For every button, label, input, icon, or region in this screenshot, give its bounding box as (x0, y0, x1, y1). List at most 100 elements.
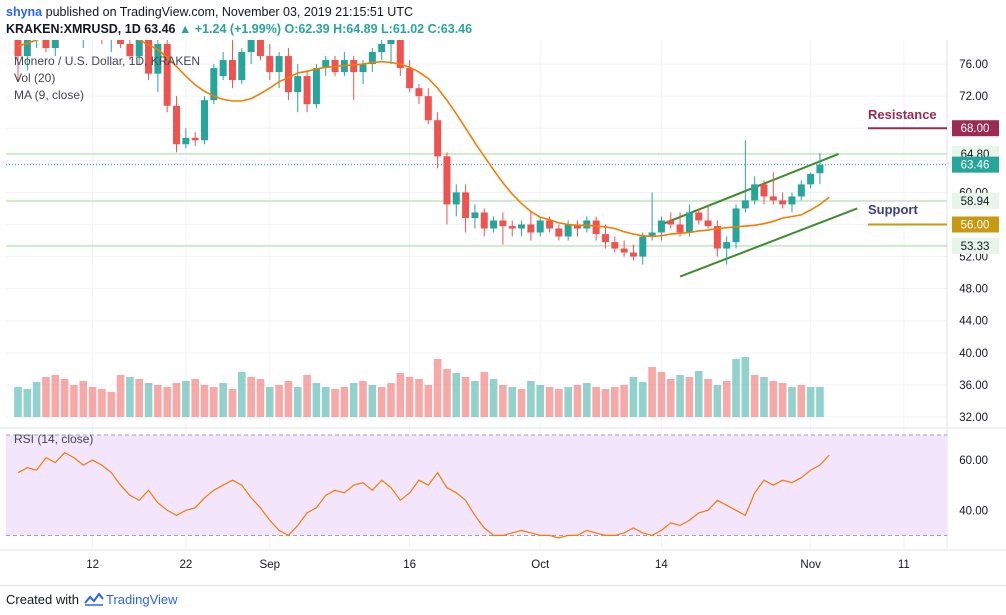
volume-bar (555, 389, 563, 417)
volume-bar (284, 381, 293, 417)
symbol-label: KRAKEN:XMRUSD, 1D 63.46 (6, 22, 176, 36)
candle-body (173, 105, 181, 145)
price-tag (952, 192, 999, 209)
candle-body (368, 52, 376, 65)
volume-bar (461, 377, 470, 417)
volume-bar (629, 377, 638, 417)
symbol-line: KRAKEN:XMRUSD, 1D 63.46 ▲ +1.24 (+1.99%)… (6, 22, 472, 36)
volume-bar (638, 382, 647, 417)
candle-body (676, 224, 684, 233)
volume-bar (154, 385, 162, 417)
candle-body (201, 100, 208, 141)
candle-body (648, 232, 656, 237)
candle-body (14, 40, 22, 57)
candle-body (247, 40, 255, 53)
published-text: published on TradingView.com, November 0… (45, 5, 413, 19)
candle-body (564, 224, 572, 237)
candle-body (788, 196, 796, 205)
price-tick-label: 32.00 (959, 412, 988, 424)
candle-body (42, 40, 50, 49)
candle-body (816, 164, 824, 174)
volume-bar (611, 387, 619, 417)
time-axis: 12 22 Sep 16 Oct 14 Nov 11 (86, 559, 910, 571)
volume-bar (480, 372, 489, 417)
price-tag-label: 58.94 (961, 196, 990, 208)
tradingview-brand[interactable]: TradingView (106, 592, 178, 607)
rsi-band (6, 435, 947, 536)
time-tick-label: Sep (260, 559, 280, 571)
volume-bar (732, 359, 740, 417)
volume-bar (592, 387, 600, 417)
volume-bar (88, 387, 97, 417)
volume-bar (144, 383, 153, 417)
legend-title: Monero / U.S. Dollar, 1D, KRAKEN (14, 54, 200, 68)
volume-bar (722, 381, 731, 417)
volume-bar (163, 387, 171, 417)
candle-body (583, 220, 591, 229)
volume-bar (806, 387, 815, 417)
author-name[interactable]: shyna (6, 5, 43, 19)
candle-body (732, 208, 740, 243)
volume-bar (704, 379, 712, 417)
candle-body (807, 173, 815, 185)
volume-bar (778, 383, 787, 417)
publish-line: shyna published on TradingView.com, Nove… (6, 5, 413, 19)
price-chart[interactable]: 32.00 36.00 40.00 44.00 48.00 52.00 56.00 60.00… (0, 40, 1006, 585)
volume-bar (517, 389, 526, 417)
candle-body (312, 68, 320, 105)
volume-bar (238, 372, 246, 417)
candle-body (434, 120, 442, 157)
volume-bar (433, 359, 442, 417)
volume-bar (573, 385, 582, 417)
candle-body (508, 226, 516, 229)
volume-bar (713, 385, 722, 417)
candle-body (23, 40, 31, 57)
volume-bar (256, 379, 265, 417)
candle-body (415, 88, 423, 97)
candle-body (452, 192, 460, 205)
candle-body (592, 220, 600, 235)
volume-bar (769, 381, 778, 417)
candle-body (611, 242, 619, 249)
candle-body (210, 68, 218, 101)
candle-body (620, 248, 628, 253)
volume-bar (443, 369, 451, 417)
candle-body (574, 224, 581, 229)
volume-bar (70, 385, 78, 417)
candle-body (695, 212, 703, 221)
ohlc-values: O:62.39 H:64.89 L:61.02 C:63.46 (284, 22, 473, 36)
price-tag-label: 63.46 (961, 160, 990, 172)
candle-body (555, 228, 563, 237)
volume-bar (228, 389, 237, 417)
volume-bar (648, 367, 656, 417)
volume-bar (387, 383, 395, 417)
chart-header: shyna published on TradingView.com, Nove… (0, 0, 1006, 40)
price-tick-label: 44.00 (959, 316, 988, 328)
candle-body (751, 184, 759, 201)
candle-body (396, 40, 404, 69)
volume-bar (265, 387, 274, 417)
volume-bar (98, 389, 106, 417)
ma-line (17, 40, 830, 238)
candle-body (135, 40, 143, 57)
price-tag-label: 53.33 (961, 241, 990, 253)
time-tick-label: 16 (403, 559, 416, 571)
created-with-text: Created with (6, 592, 79, 607)
volume-bar (601, 389, 610, 417)
candle-body (284, 56, 292, 93)
volume-bar (741, 357, 750, 417)
candle-body (723, 242, 731, 249)
candle-body (256, 40, 264, 57)
volume-bar (247, 377, 255, 417)
rsi-tick-label: 40.00 (959, 505, 988, 517)
price-tick-label: 40.00 (959, 348, 988, 360)
legend-vol: Vol (20) (14, 71, 55, 85)
candle-body (219, 60, 227, 77)
price-tag (952, 237, 999, 254)
volume-bar (191, 379, 199, 417)
volume-bar (60, 379, 69, 417)
candle-body (294, 76, 302, 93)
candle-body (303, 76, 311, 105)
candle-body (126, 44, 134, 57)
volume-bar (275, 385, 283, 417)
